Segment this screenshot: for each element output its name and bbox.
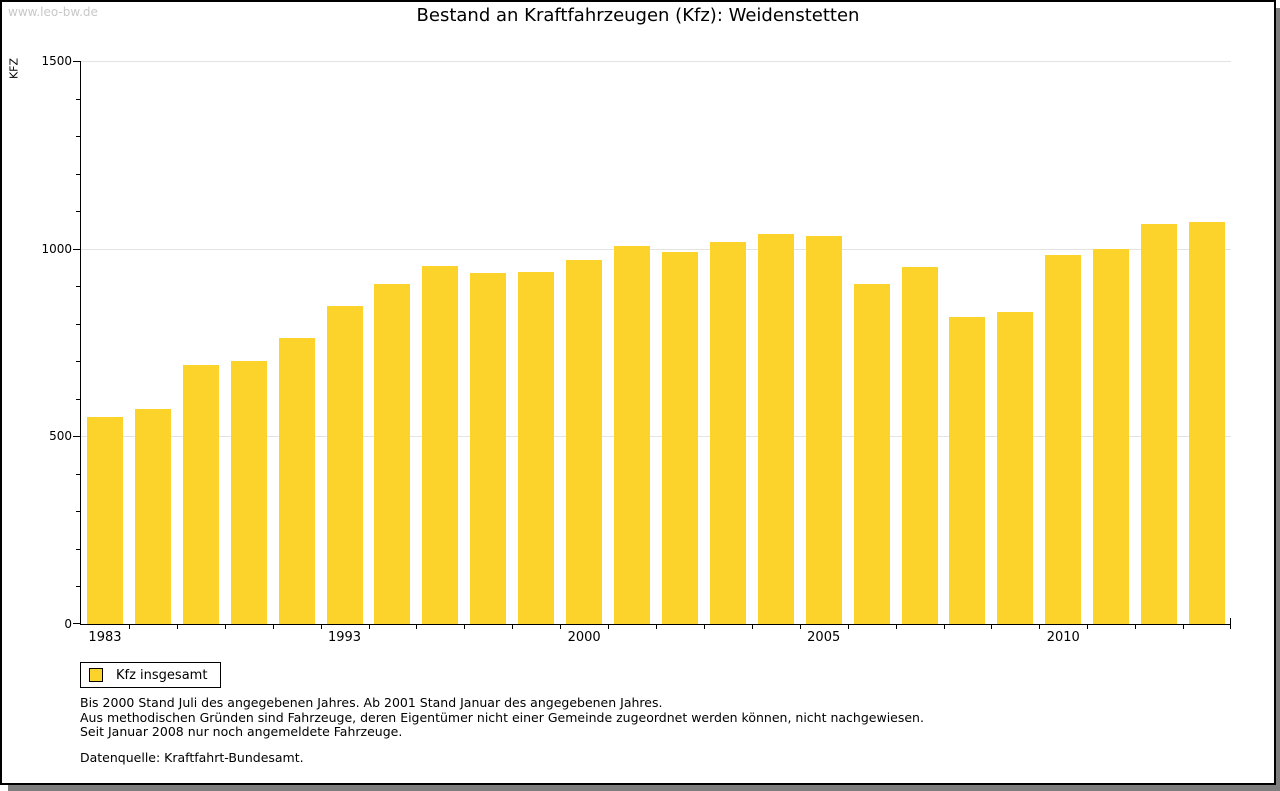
x-tick xyxy=(1087,624,1089,629)
y-major-tick xyxy=(73,623,80,624)
y-major-tick xyxy=(73,248,80,250)
x-tick xyxy=(703,624,705,629)
x-tick xyxy=(608,624,610,629)
bar xyxy=(518,272,555,624)
bar xyxy=(901,266,938,624)
x-tick xyxy=(128,624,130,629)
y-minor-tick xyxy=(76,323,80,325)
x-tick xyxy=(943,624,945,629)
bar xyxy=(949,317,986,624)
footnote-line: Aus methodischen Gründen sind Fahrzeuge,… xyxy=(80,709,924,725)
x-tick xyxy=(895,624,897,629)
bar xyxy=(374,284,411,624)
y-tick-label: 500 xyxy=(49,429,72,444)
x-tick xyxy=(751,624,753,629)
bar xyxy=(326,306,363,624)
x-tick xyxy=(176,624,178,629)
y-minor-tick xyxy=(76,211,80,213)
y-minor-tick xyxy=(76,473,80,475)
gridline xyxy=(81,248,1231,250)
gridline xyxy=(81,61,1231,62)
x-tick xyxy=(656,624,657,629)
bar xyxy=(757,233,794,624)
y-minor-tick xyxy=(76,361,80,363)
y-major-tick xyxy=(73,436,80,438)
bar xyxy=(134,408,171,624)
x-tick xyxy=(368,624,370,629)
bar xyxy=(182,364,219,624)
legend-label: Kfz insgesamt xyxy=(116,667,208,683)
data-source: Datenquelle: Kraftfahrt-Bundesamt. xyxy=(80,750,304,765)
x-tick xyxy=(560,624,562,629)
x-tick-label: 2010 xyxy=(1046,630,1080,645)
x-tick xyxy=(847,624,849,629)
bar xyxy=(805,236,842,624)
x-tick xyxy=(1230,624,1231,629)
x-tick xyxy=(1183,624,1185,629)
x-axis-end-tick xyxy=(1230,618,1231,624)
x-tick-label: 1993 xyxy=(327,630,362,645)
legend-swatch-icon xyxy=(89,668,103,682)
bar xyxy=(614,246,650,624)
bar xyxy=(709,242,746,624)
chart-title: Bestand an Kraftfahrzeugen (Kfz): Weiden… xyxy=(416,5,860,26)
x-tick xyxy=(416,624,418,629)
bar xyxy=(470,272,507,624)
y-minor-tick xyxy=(76,136,80,138)
y-tick-label: 0 xyxy=(64,617,72,631)
x-tick-label: 2000 xyxy=(567,630,601,645)
y-minor-tick xyxy=(76,586,80,588)
bar xyxy=(1045,255,1082,624)
x-tick xyxy=(272,624,274,629)
x-tick xyxy=(464,624,466,629)
bar xyxy=(278,338,315,624)
bar xyxy=(566,260,603,624)
x-tick xyxy=(991,624,993,629)
x-tick xyxy=(512,624,514,629)
x-tick xyxy=(1039,624,1041,629)
y-tick-label: 1000 xyxy=(41,241,72,256)
gridline xyxy=(81,436,1231,438)
y-minor-tick xyxy=(76,398,80,400)
footnote-line: Seit Januar 2008 nur noch angemeldete Fa… xyxy=(80,724,403,740)
bar xyxy=(1189,221,1225,624)
bar xyxy=(230,360,267,624)
y-minor-tick xyxy=(76,173,80,175)
x-tick-label: 2005 xyxy=(807,630,841,645)
y-tick-label: 1500 xyxy=(41,54,72,68)
plot-area: 0 500 1000 1500 1983 1993 2000 2005 2010 xyxy=(41,54,1231,645)
card-shadow-bottom xyxy=(8,785,1280,791)
footnotes: Bis 2000 Stand Juli des angegebenen Jahr… xyxy=(80,695,924,740)
card-shadow-right xyxy=(1276,8,1280,791)
bar xyxy=(853,283,890,624)
y-major-tick xyxy=(73,61,80,62)
bar xyxy=(1141,223,1178,624)
y-minor-tick xyxy=(76,98,80,100)
bar xyxy=(1093,248,1130,624)
x-tick xyxy=(799,624,801,629)
x-tick xyxy=(1135,624,1137,629)
footnote-line: Bis 2000 Stand Juli des angegebenen Jahr… xyxy=(80,695,663,710)
y-minor-tick xyxy=(76,511,80,513)
bar xyxy=(661,252,698,624)
x-tick-label: 1983 xyxy=(88,630,122,645)
x-tick xyxy=(224,624,226,629)
bar xyxy=(422,266,459,624)
x-tick xyxy=(320,624,322,629)
y-minor-tick xyxy=(76,548,80,550)
bar xyxy=(86,417,123,624)
y-axis-title: KFZ xyxy=(7,57,21,80)
watermark: www.leo-bw.de xyxy=(8,5,98,19)
y-minor-tick xyxy=(76,286,80,288)
bar xyxy=(997,311,1034,624)
legend: Kfz insgesamt xyxy=(80,662,222,688)
